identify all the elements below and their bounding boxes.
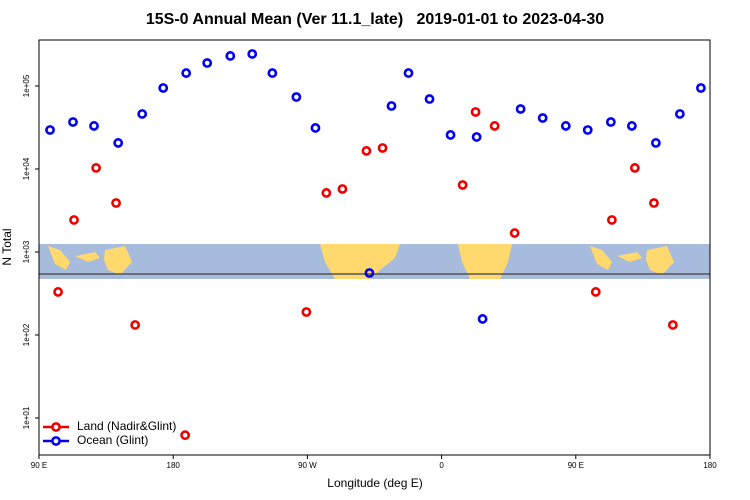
point: [626, 121, 637, 131]
point: [247, 49, 258, 59]
point: [489, 121, 500, 131]
point: [225, 51, 236, 61]
land-shape: [320, 244, 400, 279]
point: [386, 101, 397, 111]
point: [515, 104, 526, 114]
point: [69, 215, 79, 225]
point: [91, 163, 102, 173]
y-tick-label: 1e+05: [22, 74, 31, 97]
x-tick-label: 90 E: [31, 461, 47, 470]
series: [53, 107, 678, 441]
legend-marker: [51, 422, 61, 432]
point: [471, 132, 482, 142]
point: [667, 320, 678, 330]
point: [590, 287, 601, 297]
point: [291, 92, 302, 102]
point: [130, 320, 141, 330]
point: [68, 117, 78, 127]
point: [301, 307, 312, 317]
x-tick-label: 180: [167, 461, 181, 470]
point: [629, 163, 640, 173]
point: [267, 68, 278, 78]
map-strip: [39, 244, 710, 279]
y-tick-label: 1e+03: [22, 240, 31, 263]
point: [321, 188, 332, 198]
point: [53, 287, 63, 297]
y-tick-label: 1e+02: [22, 323, 31, 346]
legend-marker: [51, 436, 61, 446]
point: [361, 146, 372, 156]
plot-frame: [38, 39, 711, 456]
land-shape: [590, 246, 674, 275]
point: [696, 83, 706, 93]
point: [674, 109, 685, 119]
x-tick-label: 180: [703, 461, 717, 470]
x-axis-label: Longitude (deg E): [327, 476, 422, 490]
point: [113, 138, 124, 148]
x-tick-label: 0: [439, 461, 444, 470]
point: [457, 180, 468, 190]
point: [337, 184, 348, 194]
point: [158, 83, 169, 93]
point: [445, 130, 456, 140]
point: [560, 121, 571, 131]
point: [649, 198, 659, 208]
point: [364, 268, 375, 278]
point: [111, 198, 121, 208]
legend-label: Land (Nadir&Glint): [77, 419, 176, 433]
point: [605, 117, 616, 127]
y-tick-label: 1e+04: [22, 157, 31, 180]
point: [606, 215, 617, 225]
x-tick-label: 90 E: [568, 461, 584, 470]
point: [582, 125, 593, 135]
chart-title: 15S-0 Annual Mean (Ver 11.1_late) 2019-0…: [146, 11, 604, 28]
x-tick-label: 90 W: [298, 461, 317, 470]
land-shape: [458, 244, 512, 279]
land-shape: [48, 246, 132, 275]
point: [137, 109, 148, 119]
point: [477, 314, 488, 324]
point: [45, 125, 55, 135]
point: [470, 107, 481, 117]
point: [377, 143, 388, 153]
point: [650, 138, 661, 148]
point: [509, 228, 520, 238]
point: [424, 94, 435, 104]
point: [403, 68, 414, 78]
point: [181, 68, 192, 78]
point: [537, 113, 548, 123]
y-tick-label: 1e+01: [22, 406, 31, 429]
y-axis-label: N Total: [0, 228, 14, 265]
point: [202, 58, 213, 68]
series: [45, 49, 706, 324]
point: [89, 121, 99, 131]
legend-label: Ocean (Glint): [77, 433, 148, 447]
point: [180, 430, 191, 441]
point: [310, 123, 321, 133]
